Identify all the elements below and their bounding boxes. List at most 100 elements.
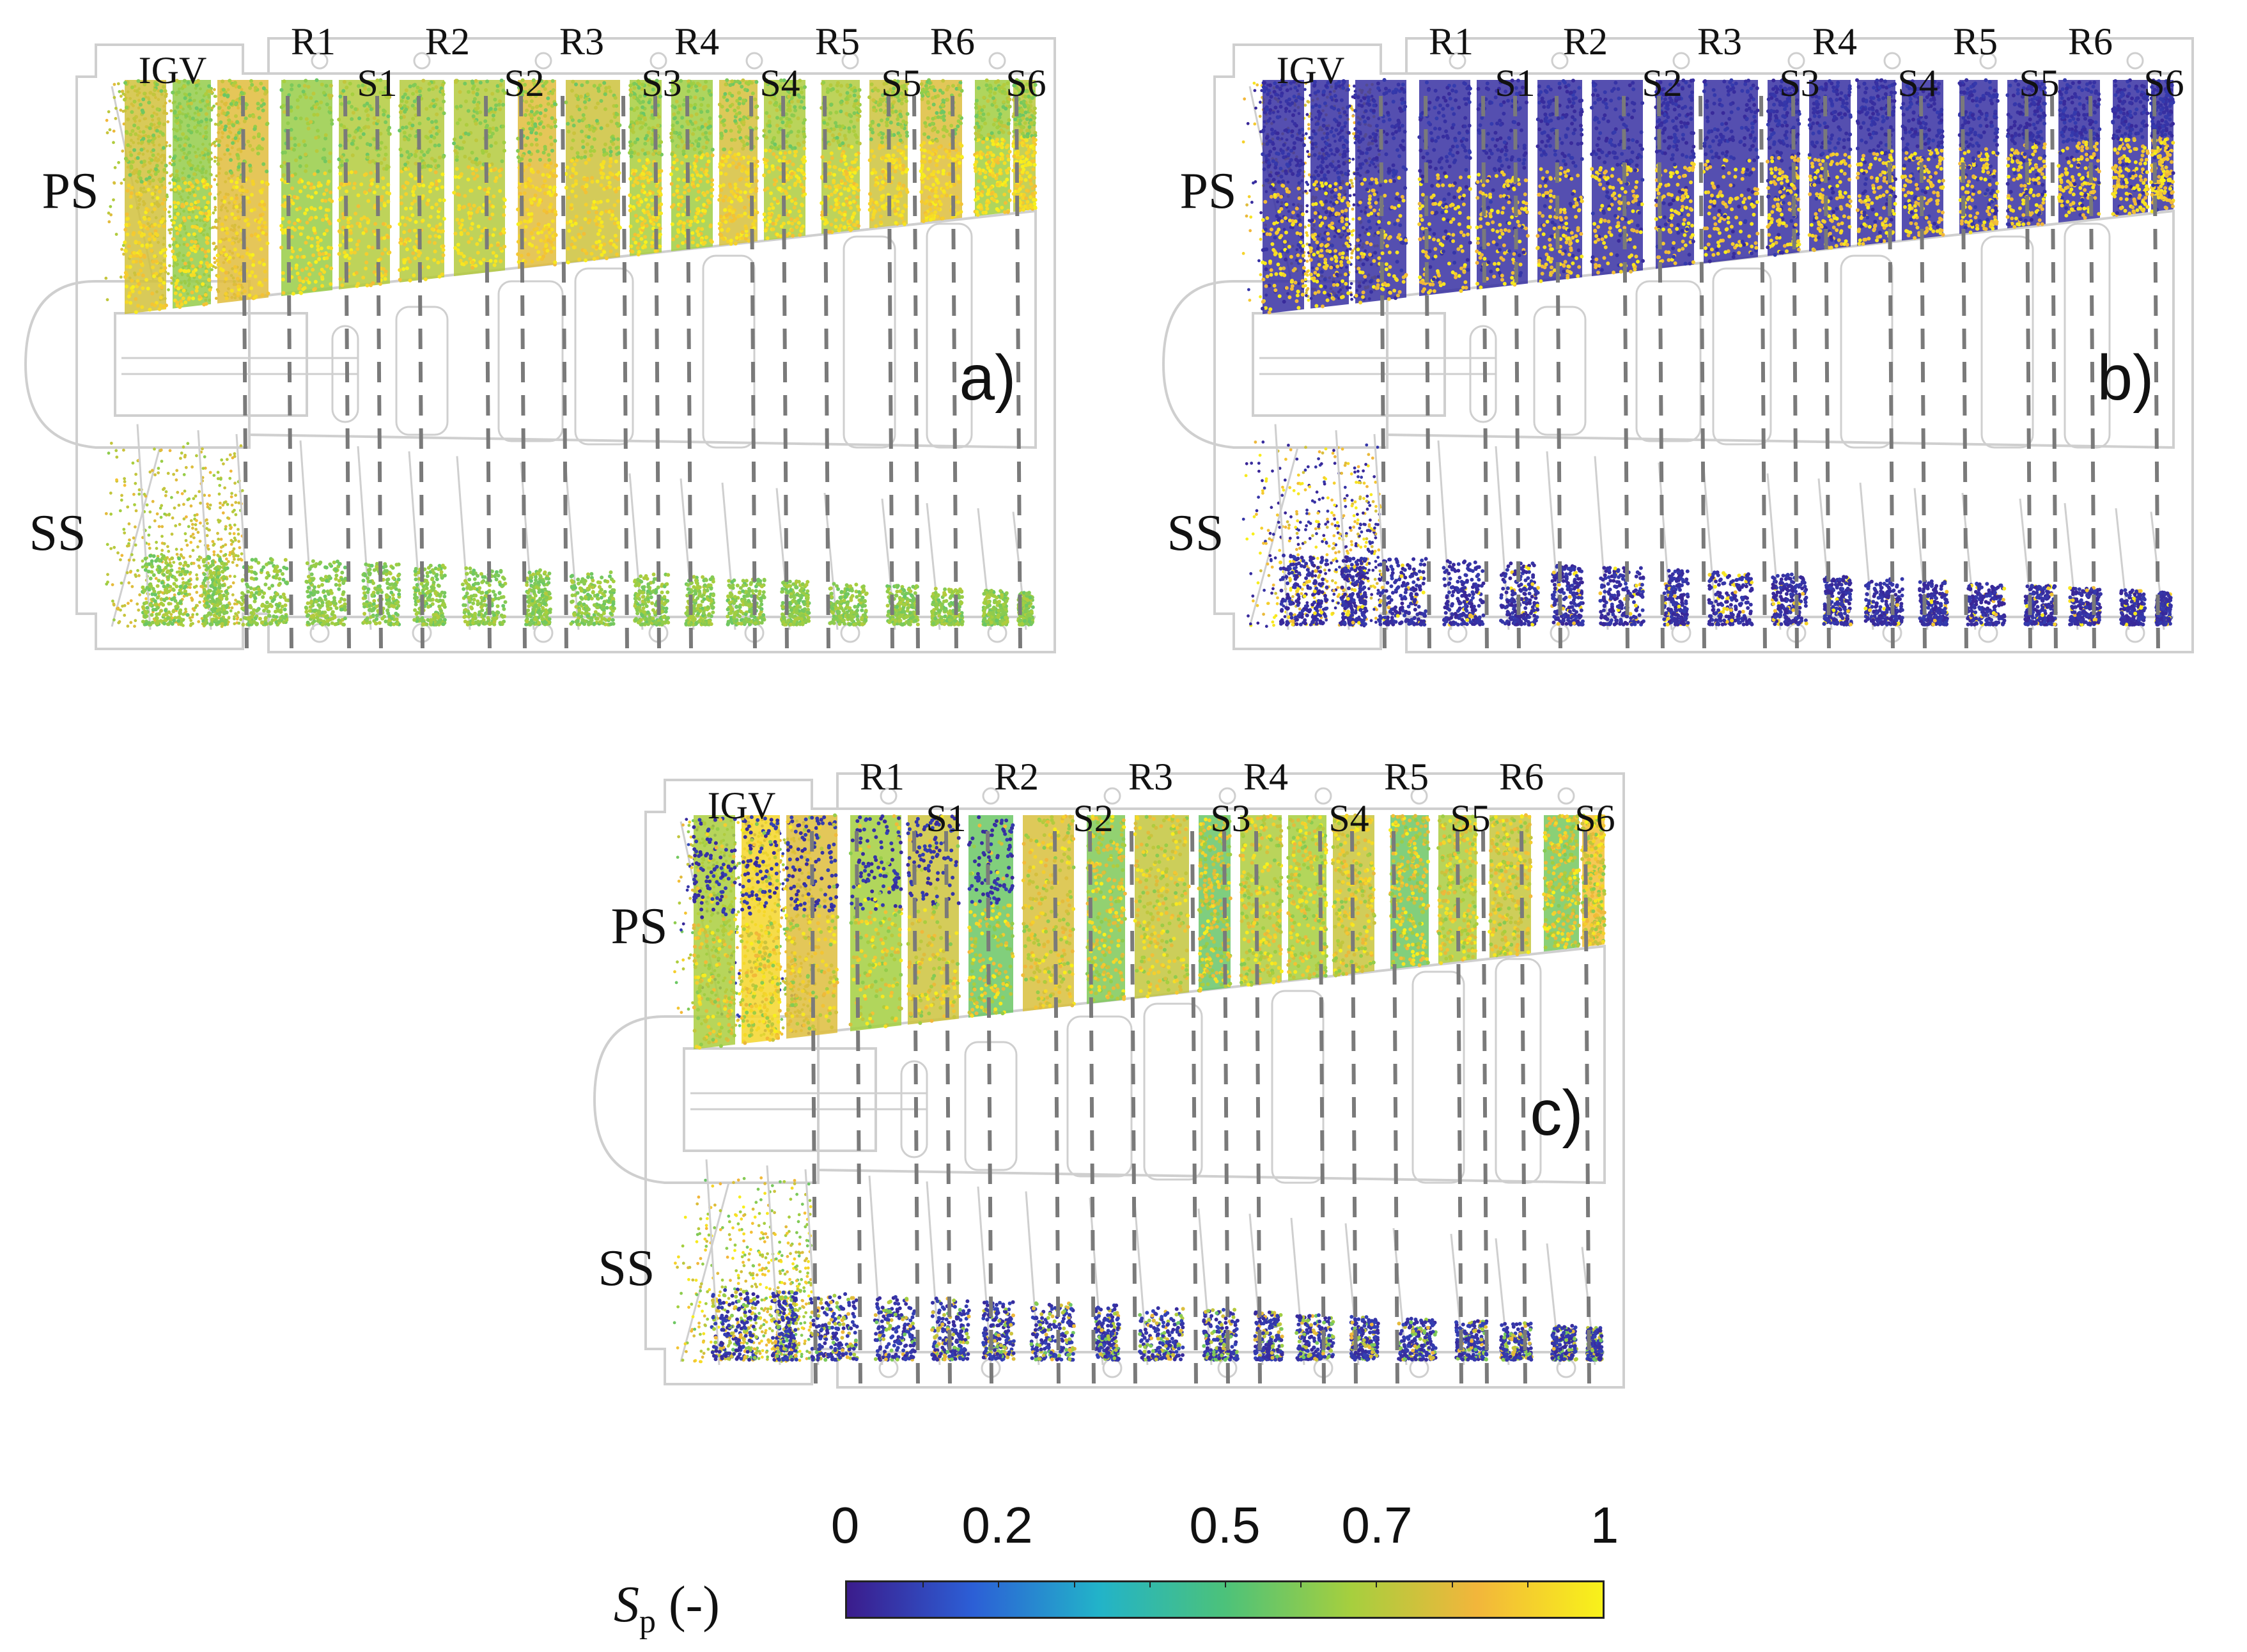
deposition-particle (536, 222, 541, 226)
deposition-particle (494, 103, 498, 107)
deposition-particle (294, 158, 298, 162)
deposition-particle (304, 79, 308, 83)
deposition-particle (724, 159, 728, 164)
deposition-particle (220, 222, 224, 226)
deposition-particle (844, 97, 848, 101)
deposition-particle (384, 272, 387, 277)
deposition-particle (140, 305, 144, 309)
deposition-particle (117, 160, 121, 164)
deposition-particle (499, 82, 503, 87)
deposition-particle (399, 237, 403, 242)
deposition-particle (690, 143, 694, 148)
deposition-particle (225, 557, 228, 561)
deposition-particle (693, 219, 697, 222)
deposition-particle (160, 504, 164, 508)
deposition-particle (471, 171, 476, 176)
deposition-particle (587, 157, 591, 162)
deposition-particle (346, 217, 350, 221)
deposition-particle (138, 593, 142, 596)
deposition-particle (262, 203, 267, 207)
deposition-particle (398, 222, 402, 226)
deposition-particle (632, 95, 637, 100)
deposition-particle (152, 237, 157, 242)
deposition-particle (366, 245, 371, 249)
deposition-particle (298, 283, 302, 288)
deposition-particle (184, 201, 189, 206)
deposition-particle (785, 134, 789, 138)
deposition-particle (525, 136, 530, 140)
deposition-particle (438, 155, 442, 160)
deposition-particle (516, 149, 520, 153)
deposition-particle (857, 141, 862, 146)
deposition-particle (177, 503, 181, 507)
deposition-particle (233, 269, 238, 274)
deposition-particle (208, 494, 211, 497)
deposition-particle (524, 143, 528, 148)
deposition-particle (580, 185, 584, 189)
deposition-particle (564, 100, 568, 105)
deposition-particle (311, 267, 315, 272)
deposition-particle (581, 113, 586, 117)
deposition-particle (474, 157, 479, 161)
deposition-particle (323, 199, 328, 203)
deposition-particle (159, 251, 163, 255)
deposition-particle (175, 478, 178, 482)
deposition-particle (488, 127, 492, 131)
deposition-particle (729, 129, 733, 133)
deposition-particle (116, 551, 120, 555)
deposition-particle (283, 110, 286, 114)
deposition-particle (375, 184, 380, 189)
deposition-particle (139, 269, 143, 273)
deposition-particle (462, 228, 467, 233)
deposition-particle (159, 130, 163, 134)
deposition-particle (131, 260, 136, 264)
deposition-particle (123, 275, 128, 279)
deposition-particle (228, 476, 232, 480)
deposition-particle (772, 182, 777, 187)
deposition-particle (539, 238, 543, 243)
deposition-particle (260, 180, 265, 184)
deposition-particle (239, 444, 243, 448)
deposition-particle (179, 268, 183, 272)
deposition-particle (130, 553, 134, 556)
deposition-particle (405, 150, 410, 154)
deposition-particle (700, 125, 704, 129)
deposition-particle (575, 151, 580, 155)
deposition-particle (341, 225, 345, 230)
deposition-particle (547, 165, 551, 169)
deposition-particle (235, 120, 240, 124)
deposition-particle (428, 189, 433, 194)
deposition-particle (566, 260, 570, 265)
deposition-particle (530, 128, 534, 132)
deposition-particle (729, 189, 734, 194)
deposition-particle (830, 133, 835, 137)
deposition-particle (838, 93, 843, 97)
deposition-particle (340, 283, 345, 288)
deposition-particle (779, 151, 783, 155)
deposition-particle (838, 143, 842, 148)
deposition-particle (217, 139, 222, 143)
deposition-particle (615, 121, 619, 126)
deposition-particle (195, 573, 198, 577)
deposition-particle (357, 116, 362, 121)
deposition-particle (552, 246, 556, 251)
deposition-particle (829, 192, 834, 197)
deposition-particle (253, 274, 258, 279)
deposition-particle (676, 177, 681, 182)
deposition-particle (742, 166, 747, 170)
deposition-particle (127, 558, 131, 562)
deposition-particle (735, 236, 739, 240)
deposition-particle (233, 216, 237, 221)
deposition-particle (795, 174, 799, 178)
deposition-particle (164, 494, 167, 497)
deposition-particle (743, 205, 747, 210)
deposition-particle (195, 226, 199, 230)
deposition-particle (632, 237, 636, 241)
deposition-particle (220, 458, 224, 462)
deposition-particle (176, 490, 180, 494)
deposition-particle (706, 153, 710, 158)
deposition-particle (342, 80, 346, 84)
deposition-particle (141, 97, 146, 102)
deposition-particle (649, 177, 654, 182)
